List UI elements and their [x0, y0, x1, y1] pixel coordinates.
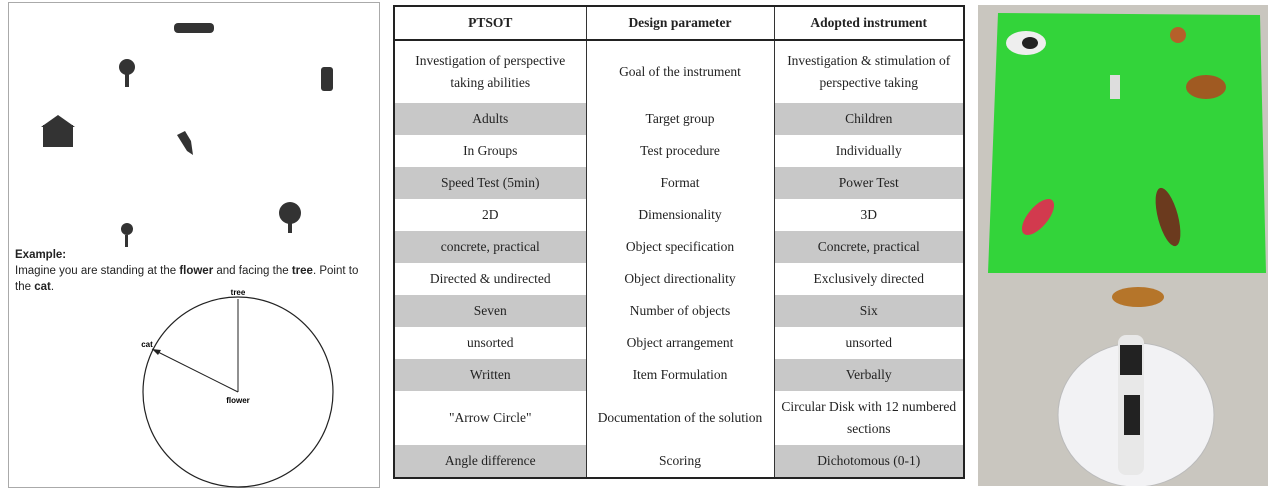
- table-cell: Goal of the instrument: [585, 40, 775, 103]
- instruction-part: cat: [34, 281, 51, 293]
- table-cell: Angle difference: [393, 445, 587, 478]
- table-cell: Children: [773, 103, 965, 135]
- table-cell: Dimensionality: [585, 199, 775, 231]
- circle-label: cat: [141, 340, 153, 349]
- table-cell: 3D: [773, 199, 965, 231]
- table-row: Investigation of perspective taking abil…: [393, 40, 965, 103]
- table-cell: Object arrangement: [585, 327, 775, 359]
- table-cell: Dichotomous (0-1): [773, 445, 965, 478]
- table-cell: Circular Disk with 12 numbered sections: [773, 391, 965, 445]
- table-cell: Item Formulation: [585, 359, 775, 391]
- ptsot-example: tree cat flower Example: Imagine you are …: [8, 2, 380, 488]
- header-cell: Design parameter: [585, 6, 775, 41]
- table-cell: "Arrow Circle": [393, 391, 587, 445]
- table-cell: Investigation of perspective taking abil…: [393, 40, 587, 103]
- table-body: Investigation of perspective taking abil…: [393, 40, 965, 478]
- table-row: concrete, practical Object specification C…: [393, 231, 965, 263]
- table-cell: Directed & undirected: [393, 263, 587, 295]
- table-cell: Verbally: [773, 359, 965, 391]
- table-cell: Documentation of the solution: [585, 391, 775, 445]
- table-row: "Arrow Circle" Documentation of the solut…: [393, 391, 965, 445]
- circle-label: flower: [226, 396, 250, 405]
- header-row: PTSOT Design parameter Adopted instrument: [393, 6, 965, 41]
- table-cell: unsorted: [393, 327, 587, 359]
- icons: [41, 23, 333, 247]
- instruction-part: and facing the: [213, 265, 292, 277]
- table-cell: Exclusively directed: [773, 263, 965, 295]
- instruction: Imagine you are standing at the flower a…: [15, 265, 358, 293]
- table-row: Written Item Formulation Verbally: [393, 359, 965, 391]
- circle-label: tree: [231, 288, 246, 297]
- table-cell: Test procedure: [585, 135, 775, 167]
- example-drawing: tree cat flower: [41, 23, 334, 488]
- table-cell: Seven: [393, 295, 587, 327]
- table-row: In Groups Test procedure Individually: [393, 135, 965, 167]
- table-cell: Target group: [585, 103, 775, 135]
- table-cell: Individually: [773, 135, 965, 167]
- comparison-table: PTSOT Design parameter Adopted instrument …: [393, 5, 965, 479]
- header-cell: PTSOT: [393, 6, 587, 41]
- table-row: Speed Test (5min) Format Power Test: [393, 167, 965, 199]
- table-cell: Object directionality: [585, 263, 775, 295]
- table-row: unsorted Object arrangement unsorted: [393, 327, 965, 359]
- table-cell: Speed Test (5min): [393, 167, 587, 199]
- instruction-part: Imagine you are standing at the: [15, 265, 180, 277]
- table-cell: Written: [393, 359, 587, 391]
- instruction-part: . Point to the: [15, 265, 359, 293]
- example-text: Example: Imagine you are standing at the …: [15, 247, 377, 295]
- instruction-part: flower: [179, 265, 214, 277]
- table-row: 2D Dimensionality 3D: [393, 199, 965, 231]
- example-label: Example:: [15, 249, 67, 261]
- table-cell: Power Test: [773, 167, 965, 199]
- table-row: Adults Target group Children: [393, 103, 965, 135]
- table-row: Seven Number of objects Six: [393, 295, 965, 327]
- table-cell: concrete, practical: [393, 231, 587, 263]
- table-cell: unsorted: [773, 327, 965, 359]
- table-cell: Six: [773, 295, 965, 327]
- table-cell: Object specification: [585, 231, 775, 263]
- table-cell: Adults: [393, 103, 587, 135]
- table-cell: 2D: [393, 199, 587, 231]
- table-cell: Concrete, practical: [773, 231, 965, 263]
- table-row: Angle difference Scoring Dichotomous (0-1): [393, 445, 965, 478]
- header-cell: Adopted instrument: [773, 6, 965, 41]
- instruction-part: .: [50, 281, 55, 293]
- table-cell: Scoring: [585, 445, 775, 478]
- table-cell: Investigation & stimulation of perspecti…: [773, 40, 965, 103]
- table-cell: Number of objects: [585, 295, 775, 327]
- photo: [978, 5, 1268, 486]
- instruction-part: tree: [291, 265, 313, 277]
- table-cell: In Groups: [393, 135, 587, 167]
- table-row: Directed & undirected Object directionali…: [393, 263, 965, 295]
- table-cell: Format: [585, 167, 775, 199]
